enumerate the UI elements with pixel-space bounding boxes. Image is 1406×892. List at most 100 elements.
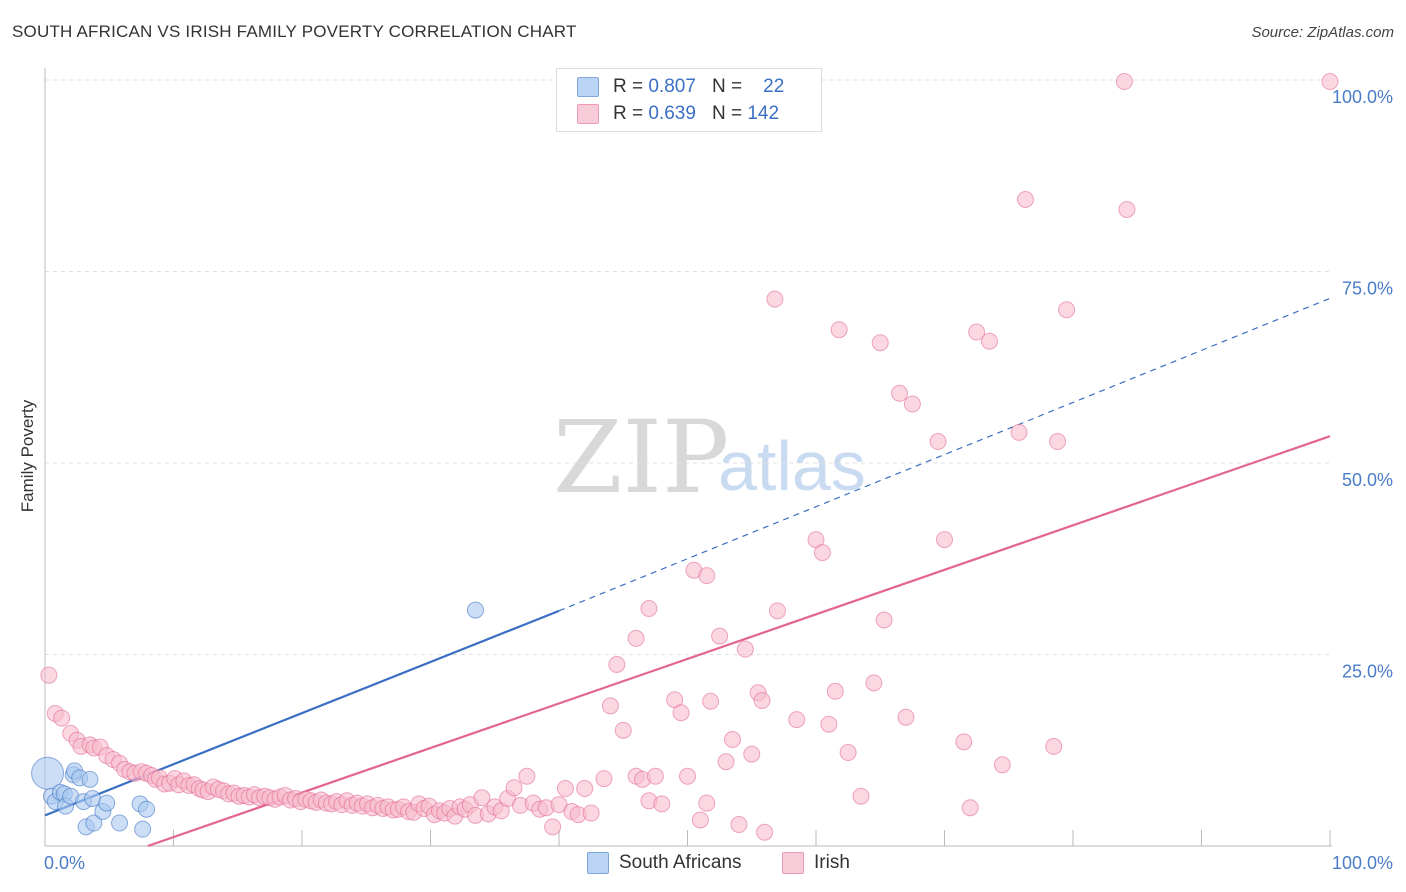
legend-label: Irish (814, 852, 850, 873)
data-point (608, 655, 626, 673)
data-point (653, 795, 671, 813)
data-point (756, 823, 774, 841)
data-point (53, 709, 71, 727)
data-point (711, 627, 729, 645)
watermark: ZIP atlas (553, 399, 866, 516)
data-point (891, 384, 909, 402)
data-point (84, 790, 102, 808)
data-point (830, 321, 848, 339)
data-point (646, 767, 664, 785)
data-point (826, 682, 844, 700)
legend-swatch-blue (587, 852, 609, 874)
data-point (81, 770, 99, 788)
correlation-legend: R = 0.807 N = 22 R = 0.639 N = 142 (556, 68, 822, 132)
legend-swatch-blue (577, 77, 599, 97)
y-tick-label: 100.0% (1332, 87, 1393, 107)
trend-lines (44, 297, 1331, 848)
x-tick-label: 0.0% (44, 853, 85, 873)
data-point (955, 733, 973, 751)
data-point (743, 745, 761, 763)
data-point (85, 814, 103, 832)
data-point (466, 601, 484, 619)
data-point (875, 611, 893, 629)
data-point (614, 721, 632, 739)
legend-r-value: 0.639 (648, 103, 696, 124)
data-point (903, 395, 921, 413)
legend-r-label: R = (613, 76, 644, 97)
data-point (640, 600, 658, 618)
data-point (813, 544, 831, 562)
data-points (31, 73, 1339, 841)
data-point (601, 697, 619, 715)
data-point (627, 629, 645, 647)
data-point (980, 332, 998, 350)
data-point (717, 753, 735, 771)
source-label: Source: ZipAtlas.com (1251, 24, 1394, 41)
watermark-atlas: atlas (718, 427, 866, 505)
bottom-legend-irish[interactable]: Irish (782, 852, 850, 874)
data-point (1016, 190, 1034, 208)
data-point (865, 674, 883, 692)
trend-line (44, 609, 560, 817)
data-point (1045, 737, 1063, 755)
data-point (961, 799, 979, 817)
data-point (993, 756, 1011, 774)
data-point (556, 780, 574, 798)
data-point (582, 804, 600, 822)
watermark-zip: ZIP (553, 399, 729, 516)
trend-line-extension (558, 297, 1331, 612)
data-point (518, 767, 536, 785)
data-point (753, 691, 771, 709)
legend-row-south-africans: R = 0.807 N = 22 (577, 75, 784, 99)
legend-swatch-pink (782, 852, 804, 874)
axes (44, 68, 1332, 847)
data-point (766, 290, 784, 308)
data-point (871, 334, 889, 352)
data-point (40, 666, 58, 684)
data-point (723, 731, 741, 749)
data-point (702, 692, 720, 710)
data-point (1321, 73, 1339, 91)
legend-n-label: N = (711, 76, 743, 97)
data-point (698, 567, 716, 585)
data-point (730, 816, 748, 834)
data-point (473, 789, 491, 807)
data-point (1058, 301, 1076, 319)
trend-line (147, 435, 1331, 848)
legend-n-value: 142 (747, 103, 780, 124)
data-point (897, 708, 915, 726)
data-point (595, 770, 613, 788)
data-point (544, 818, 562, 836)
data-point (698, 794, 716, 812)
y-tick-label: 50.0% (1342, 470, 1393, 490)
bottom-legend-south-africans[interactable]: South Africans (587, 852, 742, 874)
data-point (768, 602, 786, 620)
data-point (852, 787, 870, 805)
tick-labels: 100.0% 75.0% 50.0% 25.0% 0.0% 100.0% (44, 87, 1393, 873)
data-point (1118, 200, 1136, 218)
data-point (788, 711, 806, 729)
data-point (672, 704, 690, 722)
legend-r-value: 0.807 (648, 76, 696, 97)
data-point (111, 814, 129, 832)
data-point (576, 780, 594, 798)
data-point (1010, 423, 1028, 441)
data-point (679, 767, 696, 785)
data-point (736, 640, 754, 658)
x-tick-label: 100.0% (1332, 853, 1393, 873)
legend-label: South Africans (619, 852, 742, 873)
data-point (138, 800, 156, 818)
y-tick-label: 75.0% (1342, 279, 1393, 299)
y-tick-label: 25.0% (1342, 662, 1393, 682)
data-point (134, 820, 152, 838)
legend-r-label: R = (613, 103, 644, 124)
legend-row-irish: R = 0.639 N = 142 (577, 102, 779, 126)
data-point (936, 531, 953, 549)
legend-swatch-pink (577, 104, 599, 124)
data-point (98, 794, 116, 812)
legend-n-value: 22 (763, 76, 785, 97)
data-point (1115, 73, 1133, 91)
data-point (839, 744, 857, 762)
chart-title: SOUTH AFRICAN VS IRISH FAMILY POVERTY CO… (12, 22, 577, 41)
